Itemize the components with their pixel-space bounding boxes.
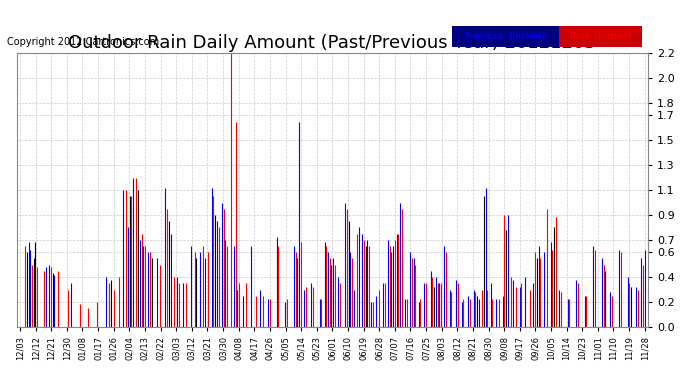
Text: Previous  (Inches): Previous (Inches) xyxy=(465,32,546,41)
Text: Past  (Inches): Past (Inches) xyxy=(570,32,631,41)
Title: Outdoor Rain Daily Amount (Past/Previous Year) 20121203: Outdoor Rain Daily Amount (Past/Previous… xyxy=(68,34,596,52)
Text: Copyright 2012 Cartronics.com: Copyright 2012 Cartronics.com xyxy=(7,37,159,47)
